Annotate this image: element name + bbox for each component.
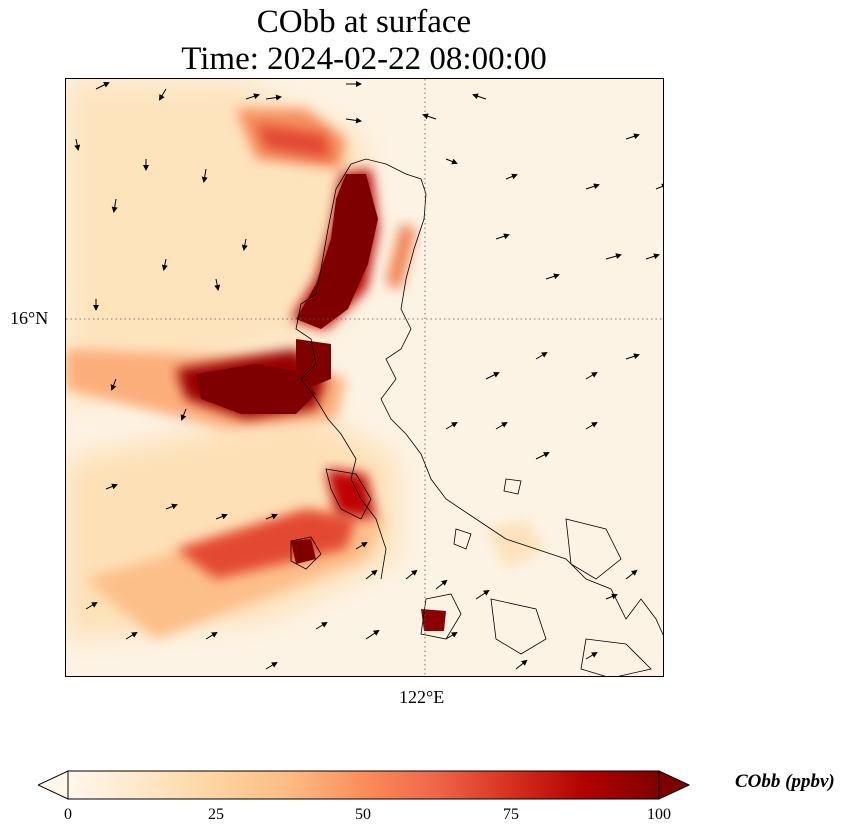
wind-arrow (535, 452, 550, 460)
colorbar-svg (36, 770, 691, 800)
colorbar-tick-100: 100 (647, 806, 671, 823)
wind-arrow (645, 253, 660, 260)
wind-arrow (445, 158, 458, 165)
wind-arrow (205, 631, 218, 640)
wind-arrow (445, 421, 458, 430)
island-small-3 (503, 478, 522, 495)
island-east-1 (490, 598, 547, 655)
title-line2: Time: 2024-02-22 08:00:00 (181, 41, 547, 77)
wind-arrow (605, 253, 622, 260)
colorbar-tick-75: 75 (503, 806, 519, 823)
wind-arrow (158, 88, 167, 101)
hotspot-orange-east (486, 519, 546, 569)
wind-arrow (315, 621, 328, 630)
map-canvas (66, 79, 663, 676)
plume-core-south2 (326, 469, 376, 519)
wind-arrow (365, 569, 378, 580)
colorbar-label: CObb (ppbv) (735, 771, 835, 792)
wind-arrow (422, 113, 437, 120)
island-east-2 (565, 518, 622, 580)
title-line1: CObb at surface (256, 4, 472, 40)
colorbar-extend-low (36, 770, 69, 800)
wind-arrow (585, 371, 598, 380)
wind-arrow (472, 93, 487, 100)
wind-arrow (625, 133, 640, 140)
wind-arrow (265, 94, 282, 101)
wind-arrow (495, 421, 508, 430)
colorbar-gradient (67, 770, 660, 800)
wind-arrow (405, 569, 418, 580)
coastlines (290, 158, 663, 676)
wind-arrow (585, 651, 598, 660)
small-island-1 (290, 536, 322, 570)
hotspot-southeast (421, 609, 446, 631)
wind-arrow (214, 278, 221, 291)
wind-arrow (215, 513, 228, 520)
wind-vectors (74, 81, 663, 670)
colorbar-tick-0: 0 (64, 806, 72, 823)
luzon-west-coast (295, 163, 387, 580)
plume-core-north (256, 124, 331, 159)
wind-arrow (74, 138, 81, 151)
wind-arrow (345, 117, 362, 124)
wind-arrow (545, 273, 560, 280)
plume-core-south (176, 509, 356, 579)
panay-coast (420, 593, 462, 640)
wind-arrow (585, 183, 600, 190)
wind-arrow (165, 503, 178, 510)
wind-arrow (495, 233, 510, 240)
wind-arrow (105, 483, 118, 490)
wind-arrow (95, 82, 110, 90)
plume-small-east (386, 224, 416, 289)
hotspot-luzon-mid (196, 364, 316, 414)
wind-arrow (625, 353, 640, 360)
wind-arrow (201, 168, 208, 183)
mindoro-coast (325, 468, 372, 520)
wind-arrow (505, 173, 518, 180)
wind-arrow (535, 351, 548, 360)
wind-arrow (445, 631, 458, 640)
gridlines (66, 79, 663, 676)
wind-arrow (180, 408, 187, 421)
wind-arrow (241, 238, 248, 251)
chart-title: CObb at surface Time: 2024-02-22 08:00:0… (0, 4, 728, 78)
island-small-2 (453, 528, 472, 550)
hotspot-luzon-strip (296, 339, 331, 389)
wind-arrow (355, 541, 368, 550)
wind-arrow (125, 631, 138, 640)
wind-arrow (515, 659, 528, 670)
wind-arrow (625, 569, 638, 580)
colorbar-extend-high (658, 770, 691, 800)
wind-arrow (85, 601, 98, 610)
wind-arrow (605, 593, 618, 600)
colorbar (36, 770, 691, 805)
wind-arrow (475, 589, 490, 600)
lon-tick-label: 122°E (399, 687, 445, 707)
wind-arrow (265, 513, 278, 520)
wind-arrow (655, 183, 663, 190)
colorbar-tick-50: 50 (355, 806, 371, 823)
wind-arrow (435, 579, 448, 590)
map-panel (65, 78, 664, 677)
colorbar-tick-25: 25 (208, 806, 224, 823)
wind-arrow (365, 629, 380, 640)
wind-arrow (485, 372, 500, 380)
concentration-field (66, 79, 546, 639)
wind-arrow (585, 421, 598, 430)
lat-tick-label: 16°N (10, 308, 49, 328)
island-east-3 (580, 638, 652, 676)
wind-arrow (265, 661, 278, 670)
wind-arrow (110, 378, 117, 391)
hotspot-south-patch (291, 539, 316, 564)
wind-arrow (245, 93, 260, 100)
wind-arrow (161, 258, 168, 271)
wind-arrow (111, 198, 118, 213)
